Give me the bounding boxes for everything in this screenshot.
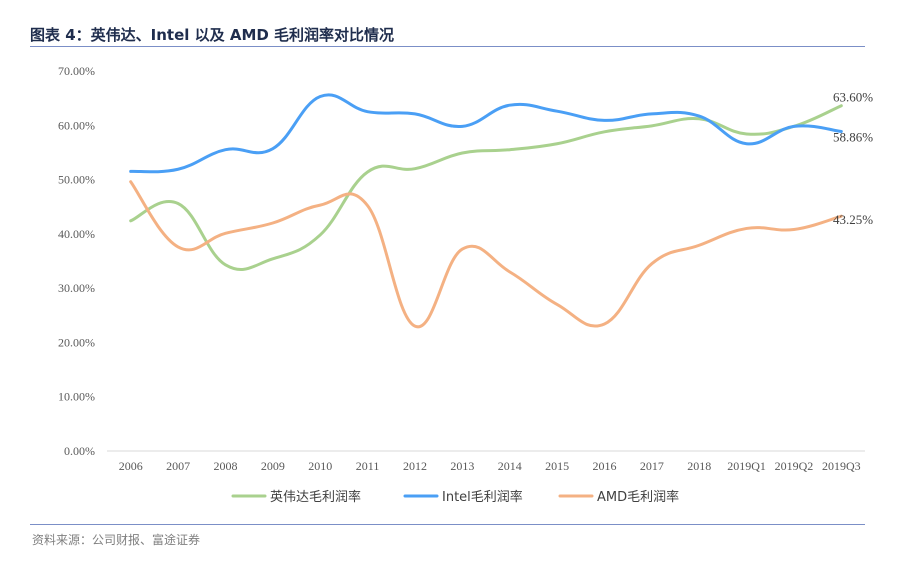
- x-tick-label: 2011: [356, 459, 380, 473]
- line-chart: 0.00% 10.00% 20.00% 30.00% 40.00% 50.00% 60.00…: [58, 64, 873, 505]
- y-tick-label: 30.00%: [58, 281, 95, 295]
- legend-label: AMD毛利润率: [597, 489, 679, 505]
- y-tick-label: 60.00%: [58, 118, 95, 132]
- x-tick-label: 2017: [640, 459, 664, 473]
- y-tick-label: 20.00%: [58, 335, 95, 349]
- bottom-divider: [30, 524, 865, 525]
- x-tick-label: 2006: [119, 459, 143, 473]
- x-tick-label: 2007: [166, 459, 190, 473]
- x-tick-label: 2009: [261, 459, 285, 473]
- x-tick-label: 2013: [450, 459, 474, 473]
- x-tick-label: 2008: [213, 459, 237, 473]
- series-line-2: [129, 93, 843, 174]
- x-axis: 2006 2007 2008 2009 2010 2011 2012 2013 2014 2015…: [119, 459, 861, 473]
- x-tick-label: 2016: [592, 459, 616, 473]
- y-tick-label: 0.00%: [64, 444, 95, 458]
- x-tick-label: 2019Q2: [775, 459, 814, 473]
- series-end-label: 63.60%: [833, 90, 873, 105]
- y-tick-label: 40.00%: [58, 227, 95, 241]
- y-tick-label: 70.00%: [58, 64, 95, 78]
- x-tick-label: 2018: [687, 459, 711, 473]
- series-line-3: [129, 180, 843, 329]
- x-tick-label: 2019Q3: [822, 459, 861, 473]
- series-end-label: 58.86%: [833, 129, 873, 144]
- y-tick-label: 10.00%: [58, 390, 95, 404]
- legend-label: 英伟达毛利润率: [270, 489, 361, 505]
- x-tick-label: 2012: [403, 459, 427, 473]
- x-tick-label: 2014: [498, 459, 522, 473]
- y-axis: 0.00% 10.00% 20.00% 30.00% 40.00% 50.00% 60.00…: [58, 64, 95, 458]
- chart-title: 图表 4：英伟达、Intel 以及 AMD 毛利润率对比情况: [30, 26, 395, 44]
- x-tick-label: 2010: [308, 459, 332, 473]
- top-divider: [30, 46, 865, 47]
- end-labels: 63.60% 58.86% 43.25%: [833, 90, 873, 227]
- series-line-1: [129, 104, 843, 271]
- series-layer: [129, 93, 843, 329]
- legend: 英伟达毛利润率 Intel毛利润率 AMD毛利润率: [231, 489, 679, 505]
- x-tick-label: 2019Q1: [727, 459, 766, 473]
- series-end-label: 43.25%: [833, 212, 873, 227]
- x-tick-label: 2015: [545, 459, 569, 473]
- y-tick-label: 50.00%: [58, 173, 95, 187]
- legend-label: Intel毛利润率: [442, 489, 523, 505]
- source-note: 资料来源：公司财报、富途证券: [32, 533, 201, 547]
